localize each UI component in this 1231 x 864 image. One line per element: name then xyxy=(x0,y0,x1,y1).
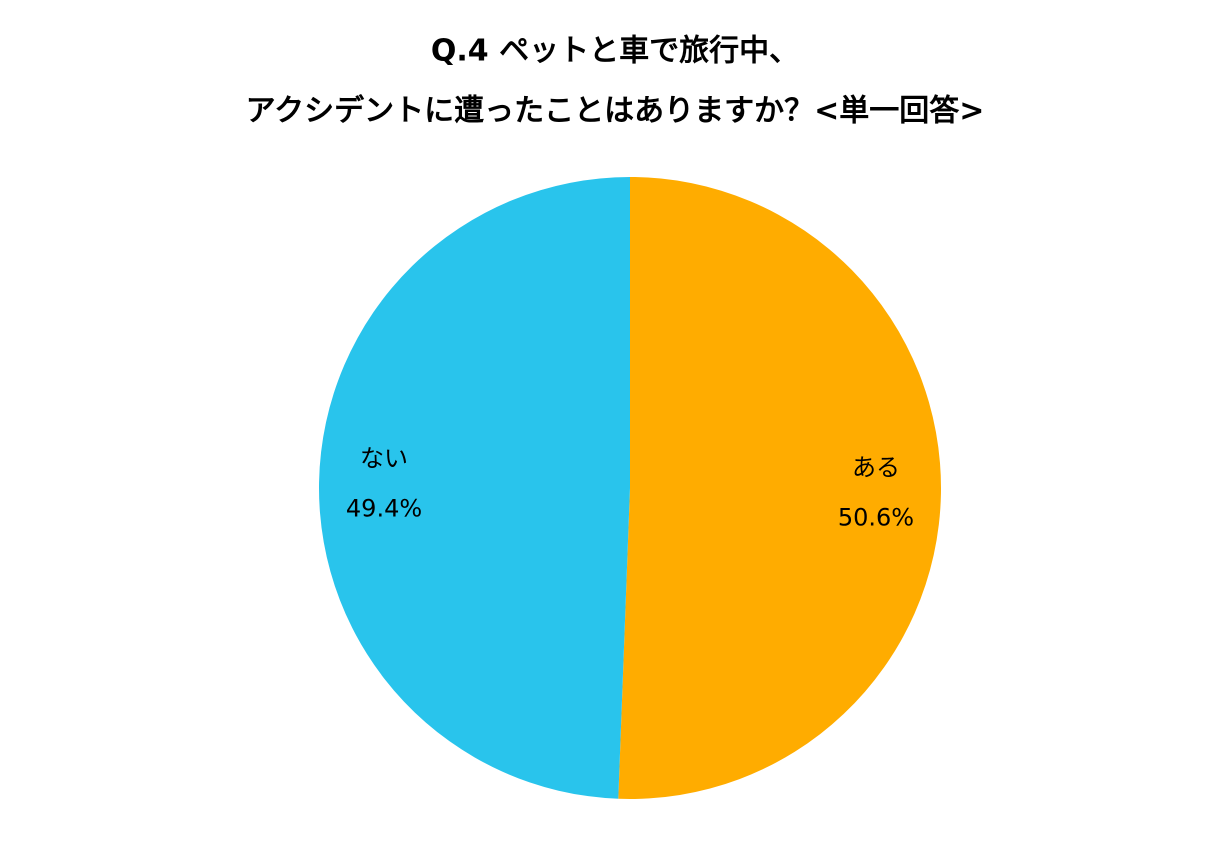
chart-title: Q.4 ペットと車で旅行中、 xyxy=(431,34,799,69)
value-label: 49.4% xyxy=(346,494,422,522)
pie-slice xyxy=(618,177,941,799)
category-label: ない xyxy=(360,444,408,472)
pie-slice xyxy=(318,177,630,799)
category-label: ある xyxy=(852,454,900,482)
chart-title: アクシデントに遭ったことはありますか？<単一回答> xyxy=(246,94,985,129)
value-label: 50.6% xyxy=(838,504,914,532)
